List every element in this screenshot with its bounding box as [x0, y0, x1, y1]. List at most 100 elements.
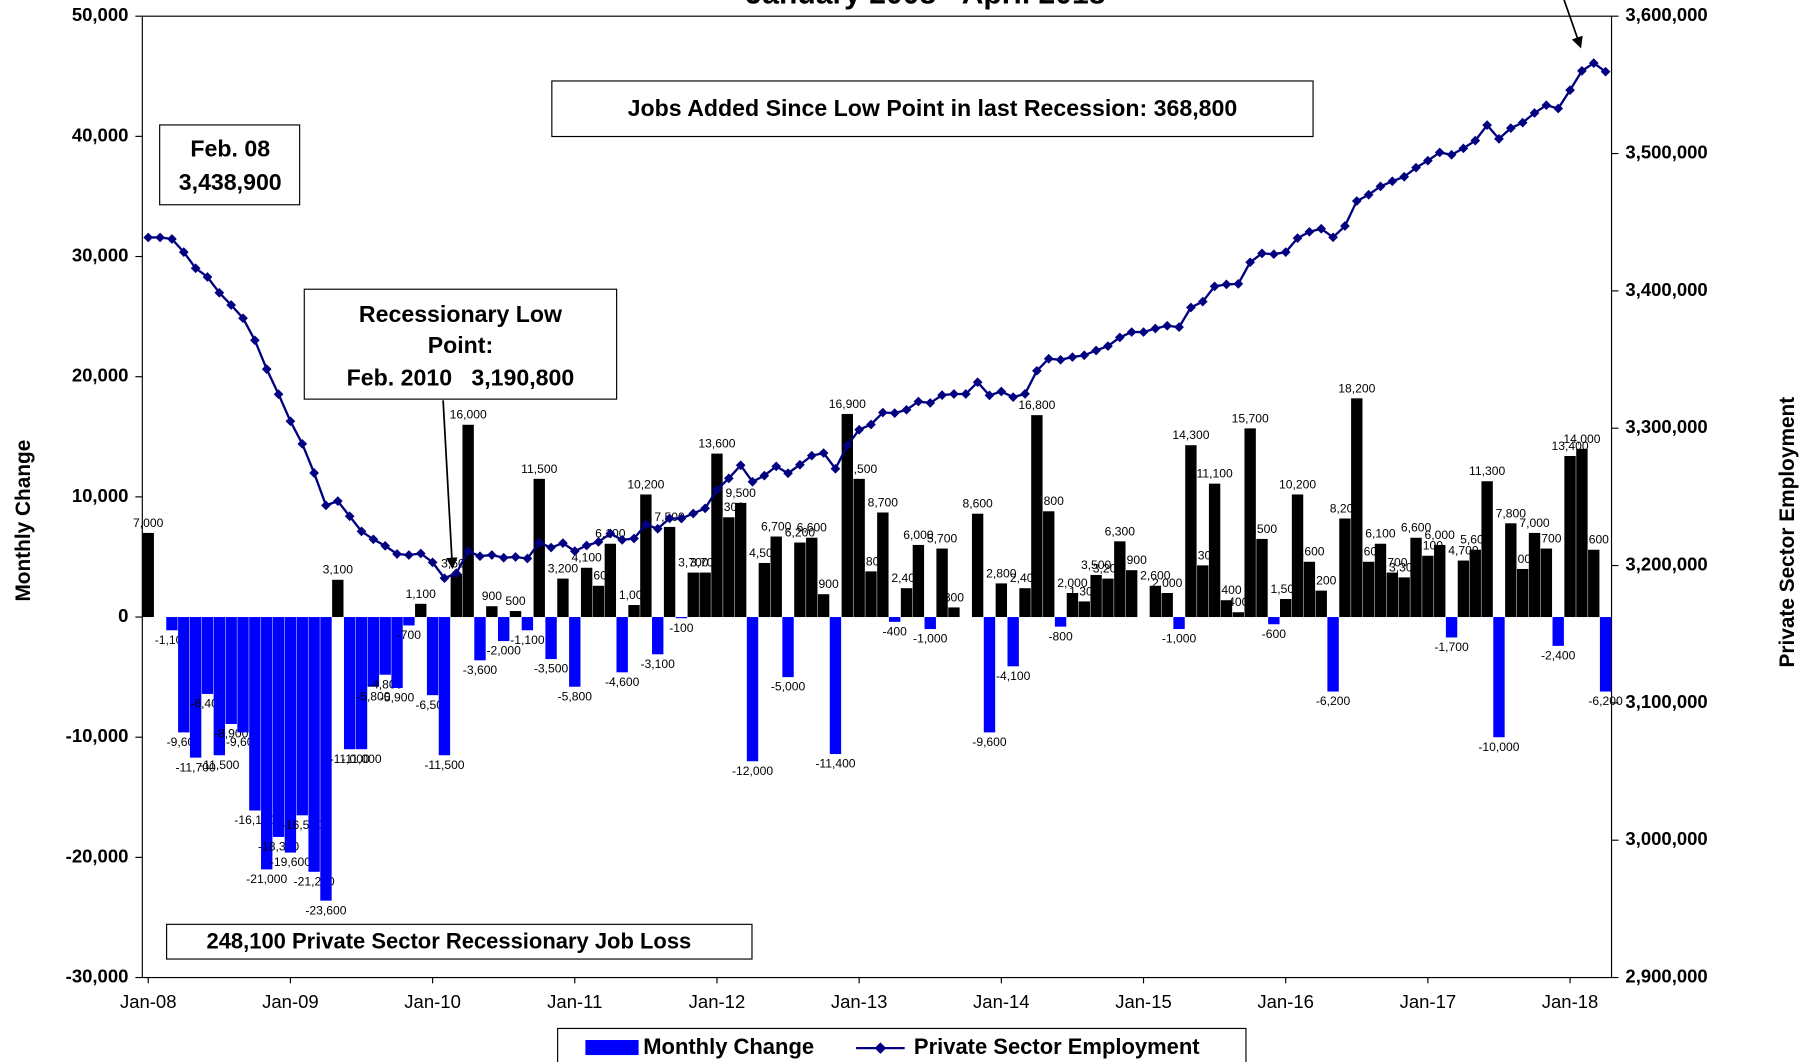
bar — [1031, 415, 1043, 618]
bar — [1398, 577, 1410, 618]
bar — [1351, 398, 1363, 618]
data-label: 16,800 — [1018, 398, 1055, 412]
bar — [201, 617, 214, 694]
point-marker — [664, 513, 675, 524]
point-marker — [1091, 345, 1101, 356]
data-label: -11,500 — [424, 758, 464, 772]
bar — [166, 617, 178, 631]
data-label: 5,700 — [1531, 531, 1562, 545]
y-tick-label: -30,000 — [66, 965, 129, 986]
data-label: 18,200 — [1338, 381, 1375, 395]
point-marker — [261, 364, 272, 375]
data-label: -4,600 — [605, 675, 640, 689]
bar — [604, 543, 617, 618]
bar — [403, 617, 415, 626]
data-label: 10,200 — [627, 477, 664, 491]
data-label: 3,700 — [1377, 556, 1408, 570]
point-marker — [1505, 123, 1516, 133]
data-label: 2,000 — [1152, 576, 1183, 590]
data-label: 6,600 — [797, 521, 828, 535]
point-marker — [1387, 176, 1398, 187]
y2-tick-label: 3,600,000 — [1625, 4, 1707, 25]
x-tick-label: Jan-10 — [404, 991, 461, 1012]
y-axis-title: Monthly Change — [12, 440, 35, 602]
point-marker — [1032, 365, 1042, 376]
bar — [948, 607, 960, 618]
bar — [1552, 617, 1564, 646]
data-label: 5,700 — [927, 531, 958, 545]
bar — [438, 617, 451, 756]
point-marker — [1565, 85, 1575, 95]
data-label: -800 — [1048, 629, 1073, 643]
bar — [1256, 538, 1268, 618]
point-marker — [1494, 133, 1504, 144]
data-label: -5,800 — [558, 689, 593, 703]
data-label: 2,600 — [1140, 569, 1171, 583]
bar — [1161, 593, 1173, 618]
point-marker — [1138, 327, 1149, 337]
y2-tick-label: 3,500,000 — [1625, 141, 1707, 162]
bar — [889, 617, 901, 622]
bar — [1516, 568, 1529, 618]
bar — [652, 617, 664, 655]
data-label: -2,400 — [1541, 648, 1576, 662]
data-label: 7,000 — [1519, 516, 1550, 530]
annotation-text: 3,438,900 — [179, 169, 282, 195]
bar — [474, 617, 486, 661]
point-marker — [1043, 353, 1054, 364]
data-label: 8,700 — [868, 495, 899, 509]
point-marker — [273, 389, 284, 400]
bar — [296, 617, 308, 816]
data-label: 1,900 — [808, 577, 839, 591]
bar — [1327, 617, 1339, 692]
bar — [1362, 561, 1375, 618]
bar — [545, 617, 557, 660]
bar — [699, 572, 711, 618]
data-label: -700 — [397, 628, 422, 642]
bar — [462, 424, 474, 618]
data-label: -5,000 — [771, 680, 806, 694]
data-label: -21,000 — [246, 872, 287, 886]
data-label: 8,800 — [1034, 494, 1065, 508]
data-label: -6,200 — [1316, 694, 1351, 708]
y2-tick-label: 3,300,000 — [1625, 416, 1707, 437]
point-marker — [913, 396, 924, 407]
data-label: 13,600 — [698, 437, 735, 451]
data-label: 500 — [505, 594, 525, 608]
legend-box — [557, 1027, 1247, 1062]
bar — [1315, 590, 1327, 618]
point-marker — [498, 552, 509, 563]
bar — [1078, 601, 1090, 618]
point-marker — [558, 538, 568, 549]
point-marker — [1482, 120, 1492, 130]
bar — [806, 537, 818, 618]
point-marker — [155, 232, 165, 243]
bar — [1244, 428, 1256, 618]
bar — [1599, 617, 1612, 692]
data-label: -11,000 — [330, 752, 370, 766]
point-marker — [1351, 196, 1362, 206]
bar — [367, 617, 380, 687]
bar — [284, 617, 297, 853]
bar — [557, 578, 569, 618]
point-marker — [629, 533, 639, 544]
x-tick-label: Jan-08 — [120, 991, 177, 1012]
data-label: 3,900 — [1116, 553, 1147, 567]
bar — [1386, 572, 1399, 618]
bar — [936, 548, 948, 618]
point-marker — [1470, 135, 1481, 146]
data-label: 4,100 — [571, 551, 602, 565]
bar — [770, 536, 782, 618]
data-label: -2,000 — [486, 644, 521, 658]
data-label: -400 — [883, 624, 908, 638]
point-marker — [190, 263, 201, 274]
point-marker — [1529, 108, 1540, 118]
data-label: 7,800 — [1496, 506, 1527, 520]
bar — [272, 617, 285, 837]
bar — [675, 617, 688, 619]
bar — [758, 562, 771, 618]
bar — [379, 617, 391, 675]
data-label: 16,900 — [829, 397, 866, 411]
point-marker — [617, 534, 628, 545]
